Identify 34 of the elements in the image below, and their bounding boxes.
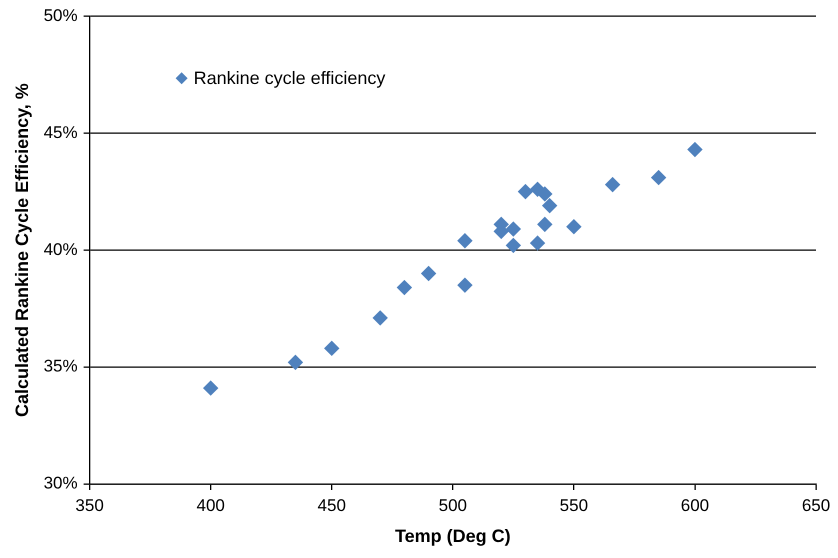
point — [537, 186, 552, 202]
x-axis-title: Temp (Deg C) — [394, 526, 511, 546]
point — [457, 278, 472, 293]
x-tick-label: 450 — [318, 496, 346, 515]
point — [530, 236, 546, 251]
y-tick-label: 45% — [44, 122, 78, 142]
x-tick-label: 500 — [438, 496, 467, 515]
point — [542, 198, 558, 214]
point — [288, 354, 303, 370]
x-tick-label: 350 — [75, 496, 104, 515]
y-tick-label: 35% — [44, 356, 78, 376]
point — [506, 238, 521, 253]
x-tick-label: 400 — [196, 496, 225, 515]
x-tick-label: 600 — [680, 496, 710, 515]
y-axis-title: Calculated Rankine Cycle Efficiency, % — [12, 83, 32, 417]
y-tick-label: 50% — [44, 6, 78, 25]
point — [324, 340, 340, 356]
point — [518, 184, 533, 200]
legend-label: Rankine cycle efficiency — [194, 68, 386, 88]
point — [687, 142, 702, 158]
point — [203, 380, 218, 396]
point — [566, 219, 582, 234]
point — [506, 222, 521, 237]
point — [372, 310, 388, 326]
x-tick-label: 650 — [802, 496, 830, 515]
y-tick-label: 40% — [44, 240, 78, 259]
point — [537, 216, 552, 232]
point — [396, 280, 412, 296]
point — [651, 170, 666, 186]
point — [457, 233, 472, 248]
x-tick-label: 550 — [560, 496, 588, 515]
y-tick-label: 30% — [44, 474, 78, 493]
point — [421, 266, 436, 281]
point — [605, 177, 620, 192]
